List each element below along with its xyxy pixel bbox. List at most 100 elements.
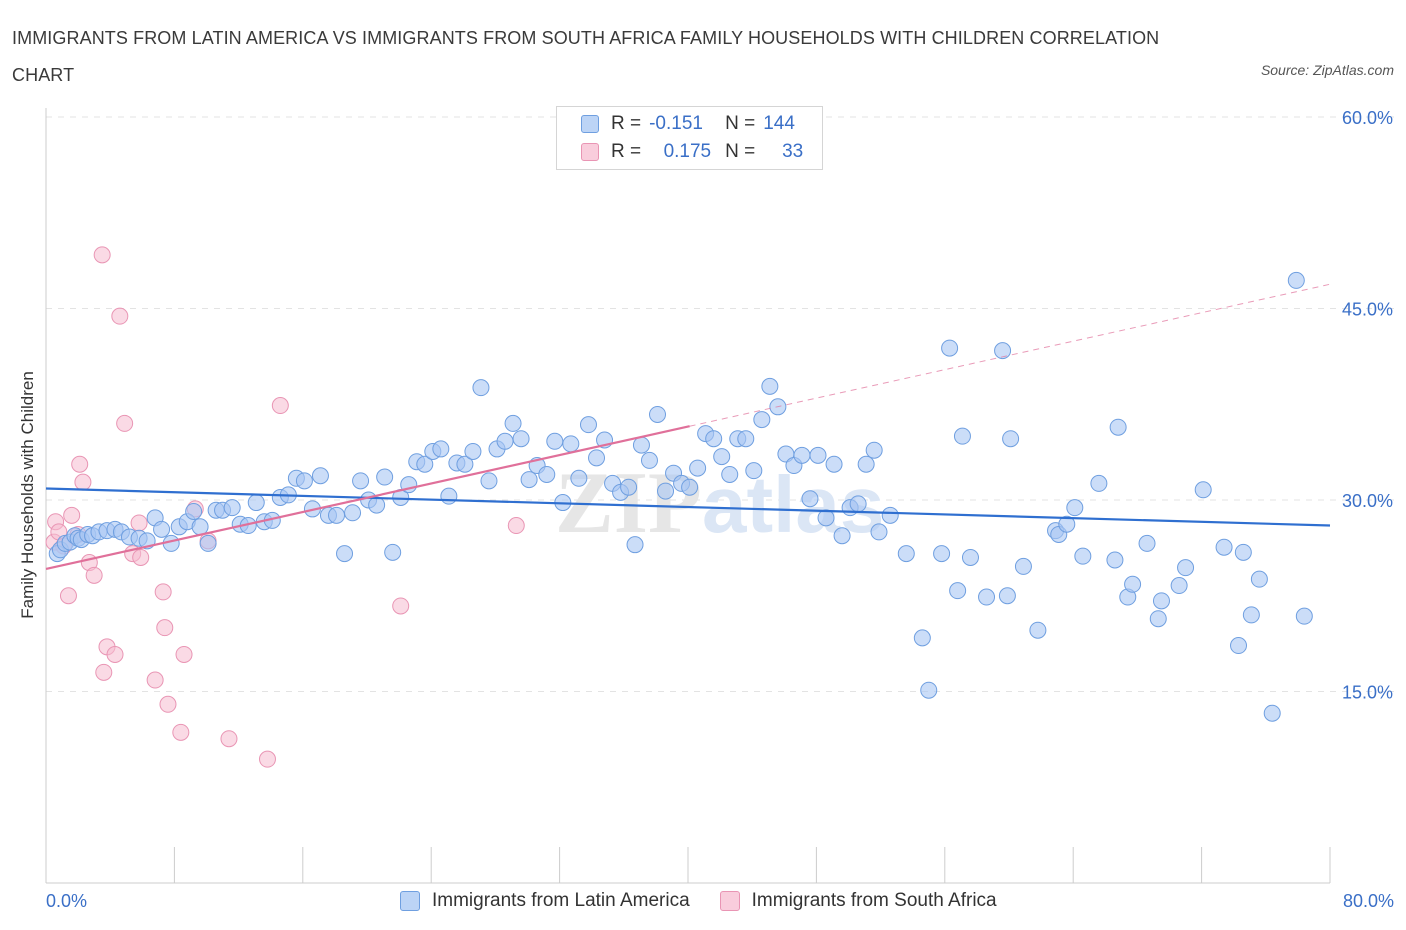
latin-america-trend-line xyxy=(45,487,1331,527)
legend-r-label: R = xyxy=(611,141,642,162)
south-africa-points xyxy=(45,246,525,768)
latin-america-point xyxy=(1194,481,1212,499)
south-africa-point xyxy=(507,517,525,535)
legend-swatch-blue xyxy=(581,115,599,133)
latin-america-point xyxy=(472,379,490,397)
latin-america-point xyxy=(1124,575,1142,593)
latin-america-point xyxy=(546,432,564,450)
latin-america-point xyxy=(1263,704,1281,722)
series-swatch-blue xyxy=(400,891,420,911)
legend-n-value: 33 xyxy=(782,141,804,162)
south-africa-point xyxy=(132,548,150,566)
legend-n-value: 144 xyxy=(763,113,795,134)
latin-america-point xyxy=(416,455,434,473)
latin-america-point xyxy=(1152,592,1170,610)
correlation-legend: R = -0.151 N = 144 R = 0.175 N = 33 xyxy=(556,106,823,170)
latin-america-point xyxy=(1149,610,1167,628)
south-africa-point xyxy=(106,645,124,663)
south-africa-point xyxy=(63,506,81,524)
latin-america-point xyxy=(223,499,241,517)
latin-america-point xyxy=(376,468,394,486)
y-tick-label: 15.0% xyxy=(1342,683,1393,703)
latin-america-point xyxy=(480,472,498,490)
latin-america-point xyxy=(865,441,883,459)
latin-america-point xyxy=(368,496,386,514)
latin-america-point xyxy=(562,435,580,453)
latin-america-point xyxy=(538,465,556,483)
series-swatch-pink xyxy=(719,891,740,911)
latin-america-point xyxy=(920,681,938,699)
latin-america-point xyxy=(825,455,843,473)
latin-america-point xyxy=(1287,271,1305,289)
latin-america-point xyxy=(689,459,707,477)
latin-america-point xyxy=(1058,515,1076,533)
latin-america-points xyxy=(48,271,1313,722)
south-africa-point xyxy=(258,750,276,768)
latin-america-point xyxy=(1234,543,1252,561)
south-africa-point xyxy=(95,663,113,681)
latin-america-point xyxy=(801,490,819,508)
latin-america-point xyxy=(817,509,835,527)
latin-america-point xyxy=(1002,430,1020,448)
latin-america-point xyxy=(1138,534,1156,552)
latin-america-point xyxy=(464,442,482,460)
latin-america-point xyxy=(1295,607,1313,625)
latin-america-point xyxy=(504,414,522,432)
south-africa-point xyxy=(220,730,238,748)
south-africa-point xyxy=(159,695,177,713)
south-africa-point xyxy=(154,583,172,601)
latin-america-point xyxy=(626,536,644,554)
latin-america-point xyxy=(1250,570,1268,588)
latin-america-point xyxy=(681,478,699,496)
latin-america-point xyxy=(440,487,458,505)
south-africa-point xyxy=(59,587,77,605)
latin-america-point xyxy=(978,588,996,606)
latin-america-point xyxy=(953,427,971,445)
y-tick-label: 30.0% xyxy=(1342,491,1393,511)
series-name-latin-america: Immigrants from Latin America xyxy=(432,890,690,911)
latin-america-point xyxy=(1230,637,1248,655)
latin-america-point xyxy=(570,469,588,487)
y-tick-label: 45.0% xyxy=(1342,300,1393,320)
y-axis-label: Family Households with Children xyxy=(18,371,37,619)
series-legend: Immigrants from Latin America Immigrants… xyxy=(400,890,1027,912)
chart-source: Source: ZipAtlas.com xyxy=(1260,62,1394,78)
series-legend-latin-america[interactable]: Immigrants from Latin America xyxy=(400,890,690,912)
latin-america-point xyxy=(384,543,402,561)
south-africa-point xyxy=(71,455,89,473)
latin-america-point xyxy=(1029,621,1047,639)
latin-america-point xyxy=(432,440,450,458)
latin-america-point xyxy=(849,495,867,513)
x-tick-label-min: 0.0% xyxy=(46,891,88,911)
axes xyxy=(45,108,1331,884)
latin-america-point xyxy=(721,465,739,483)
latin-america-point xyxy=(881,506,899,524)
latin-america-point xyxy=(185,502,203,520)
latin-america-point xyxy=(153,520,171,538)
latin-america-point xyxy=(745,462,763,480)
latin-america-point xyxy=(713,448,731,466)
latin-america-point xyxy=(761,377,779,395)
south-africa-point xyxy=(130,514,148,532)
grid-lines xyxy=(46,116,1394,692)
latin-america-point xyxy=(1170,577,1188,595)
latin-america-point xyxy=(295,472,313,490)
y-tick-label: 60.0% xyxy=(1342,108,1393,128)
latin-america-point xyxy=(1109,418,1127,436)
latin-america-point xyxy=(833,527,851,545)
series-legend-south-africa[interactable]: Immigrants from South Africa xyxy=(719,890,997,912)
latin-america-point xyxy=(897,545,915,563)
latin-america-point xyxy=(941,339,959,357)
latin-america-point xyxy=(913,629,931,647)
latin-america-point xyxy=(456,455,474,473)
south-africa-point xyxy=(93,246,111,264)
latin-america-point xyxy=(199,534,217,552)
legend-r-label: R = xyxy=(611,113,642,134)
latin-america-point xyxy=(496,432,514,450)
latin-america-point xyxy=(1066,499,1084,517)
latin-america-point xyxy=(1074,547,1092,565)
south-africa-point xyxy=(74,473,92,491)
trend-lines xyxy=(45,283,1331,571)
latin-america-point xyxy=(588,449,606,467)
south-africa-point xyxy=(175,645,193,663)
